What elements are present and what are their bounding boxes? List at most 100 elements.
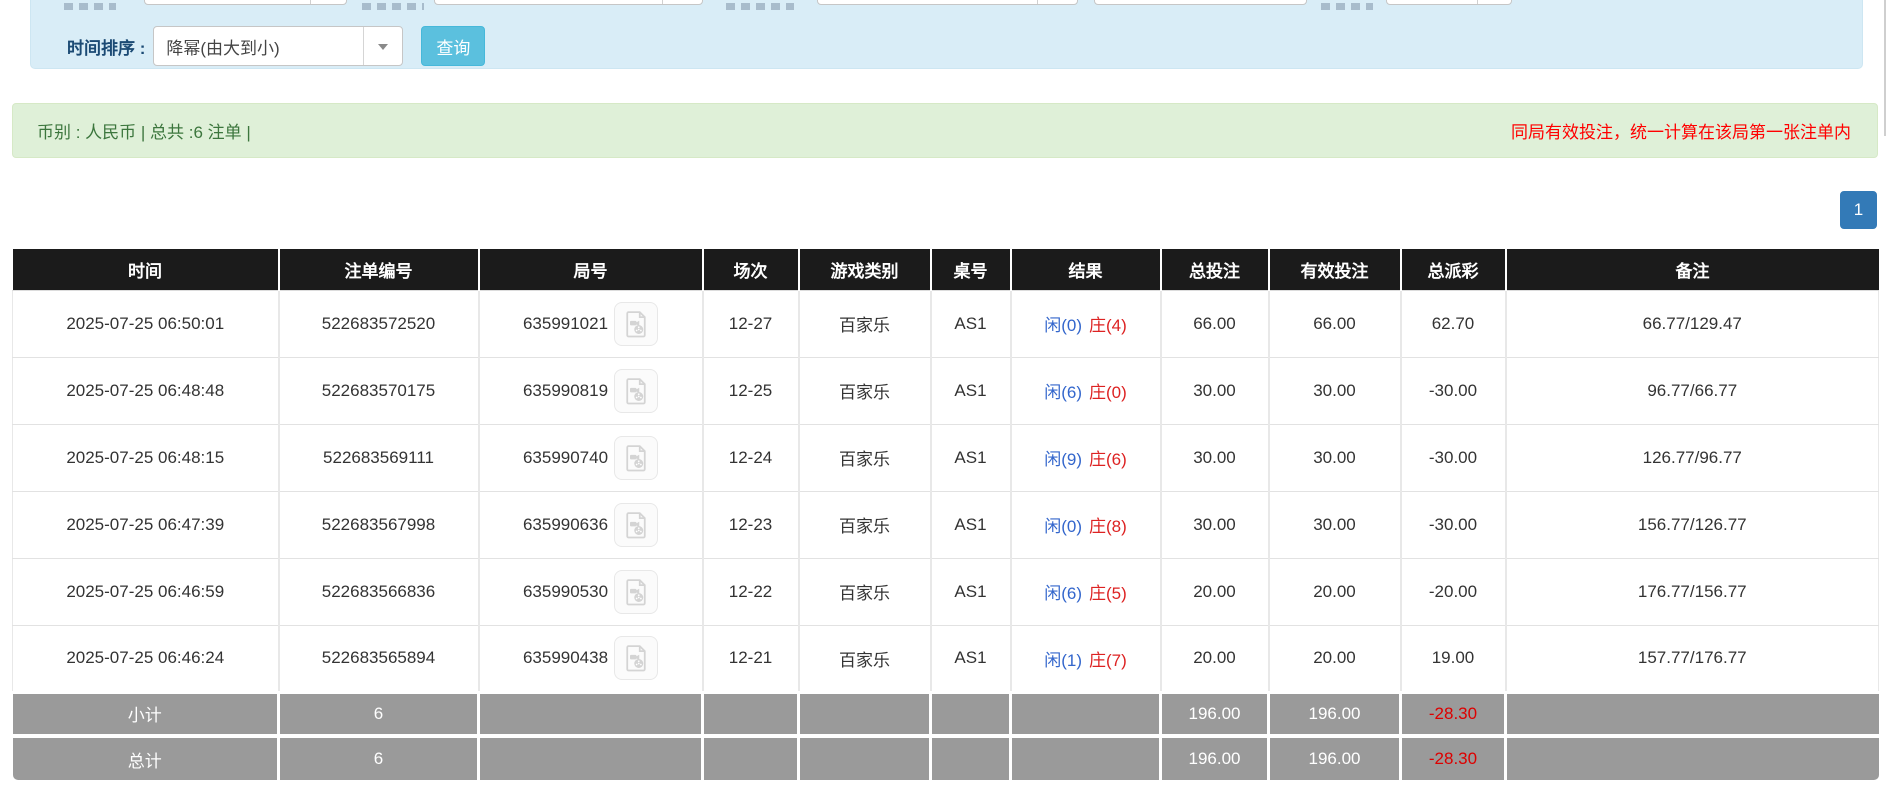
remark: 96.77/66.77 <box>1505 357 1879 425</box>
session: 12-21 <box>702 625 800 693</box>
cutoff-input-4[interactable] <box>1094 0 1307 5</box>
bet-time: 2025-07-25 06:46:59 <box>12 558 280 626</box>
result-banker: 庄(0) <box>1089 383 1127 402</box>
cutoff-input-2[interactable] <box>434 0 703 5</box>
table-row: 2025-07-25 06:47:39 522683567998 6359906… <box>12 491 1879 559</box>
table-no: AS1 <box>930 424 1012 492</box>
result-player: 闲(1) <box>1044 650 1082 670</box>
round-id: 635990819 <box>522 380 609 400</box>
subtotal-row: 小计 6 196.00 196.00 -28.30 <box>12 690 1879 736</box>
bet-time: 2025-07-25 06:48:48 <box>12 357 280 425</box>
total-total-bet: 196.00 <box>1160 734 1270 780</box>
result-player: 闲(6) <box>1044 584 1082 603</box>
col-round-id-header: 局号 <box>478 249 704 291</box>
select-divider <box>363 27 365 65</box>
result-cell: 闲(6) 庄(0) <box>1010 357 1162 425</box>
video-replay-button[interactable] <box>614 435 659 480</box>
bet-id: 522683566836 <box>278 558 480 626</box>
cutoff-field-label <box>1321 3 1373 10</box>
page-button-1[interactable]: 1 <box>1840 191 1877 229</box>
valid-bet: 30.00 <box>1268 424 1402 492</box>
video-file-icon <box>626 578 646 605</box>
total-bet[interactable]: 30.00 <box>1160 491 1270 559</box>
table-row: 2025-07-25 06:50:01 522683572520 6359910… <box>12 290 1879 358</box>
table-no: AS1 <box>930 357 1012 425</box>
result-cell: 闲(1) 庄(7) <box>1010 625 1162 693</box>
result-cell: 闲(6) 庄(5) <box>1010 558 1162 626</box>
table-no: AS1 <box>930 290 1012 358</box>
valid-bet: 30.00 <box>1268 357 1402 425</box>
game-type: 百家乐 <box>798 625 932 693</box>
scrollbar-track[interactable] <box>1884 0 1886 136</box>
table-row: 2025-07-25 06:46:59 522683566836 6359905… <box>12 558 1879 626</box>
game-type: 百家乐 <box>798 357 932 425</box>
table-row: 2025-07-25 06:46:24 522683565894 6359904… <box>12 625 1879 693</box>
subtotal-valid-bet: 196.00 <box>1268 690 1402 736</box>
total-valid-bet: 196.00 <box>1268 734 1402 780</box>
bet-id: 522683567998 <box>278 491 480 559</box>
summary-bar: 币别 : 人民币 | 总共 :6 注单 | 同局有效投注，统一计算在该局第一张注… <box>12 103 1878 158</box>
cutoff-input-1[interactable] <box>144 0 347 5</box>
session: 12-24 <box>702 424 800 492</box>
bet-id: 522683565894 <box>278 625 480 693</box>
video-file-icon <box>626 645 646 672</box>
session: 12-23 <box>702 491 800 559</box>
subtotal-count: 6 <box>278 690 480 736</box>
pagination: 1 <box>1840 191 1877 229</box>
total-bet[interactable]: 30.00 <box>1160 357 1270 425</box>
video-replay-button[interactable] <box>614 368 659 413</box>
game-type: 百家乐 <box>798 424 932 492</box>
result-banker: 庄(7) <box>1089 650 1127 670</box>
session: 12-25 <box>702 357 800 425</box>
valid-bet: 20.00 <box>1268 558 1402 626</box>
payout: -30.00 <box>1400 424 1507 492</box>
col-table-no-header: 桌号 <box>930 249 1012 291</box>
total-bet[interactable]: 20.00 <box>1160 558 1270 626</box>
cutoff-input-3[interactable] <box>817 0 1078 5</box>
payout: 19.00 <box>1400 625 1507 693</box>
filter-panel: 时间排序 : 降幂(由大到小) 查询 <box>30 0 1863 69</box>
table-header-row: 时间 注单编号 局号 场次 游戏类别 桌号 结果 总投注 有效投注 总派彩 备注 <box>12 249 1879 291</box>
sort-order-label: 时间排序 : <box>67 38 146 58</box>
table-row: 2025-07-25 06:48:15 522683569111 6359907… <box>12 424 1879 492</box>
remark: 126.77/96.77 <box>1505 424 1879 492</box>
video-replay-button[interactable] <box>614 502 659 547</box>
payout: -20.00 <box>1400 558 1507 626</box>
result-banker: 庄(8) <box>1089 517 1127 536</box>
total-row: 总计 6 196.00 196.00 -28.30 <box>12 734 1879 780</box>
bet-time: 2025-07-25 06:46:24 <box>12 625 280 693</box>
subtotal-label: 小计 <box>12 690 280 736</box>
payout: 62.70 <box>1400 290 1507 358</box>
total-count: 6 <box>278 734 480 780</box>
result-banker: 庄(5) <box>1089 584 1127 603</box>
subtotal-total-bet: 196.00 <box>1160 690 1270 736</box>
table-no: AS1 <box>930 625 1012 693</box>
total-bet[interactable]: 20.00 <box>1160 625 1270 693</box>
result-cell: 闲(9) 庄(6) <box>1010 424 1162 492</box>
round-id: 635990530 <box>522 581 609 601</box>
cutoff-input-5[interactable] <box>1386 0 1512 5</box>
cutoff-field-label <box>64 3 116 10</box>
game-type: 百家乐 <box>798 558 932 626</box>
result-player: 闲(6) <box>1044 383 1082 402</box>
video-replay-button[interactable] <box>614 636 659 680</box>
total-label: 总计 <box>12 734 280 780</box>
total-bet[interactable]: 30.00 <box>1160 424 1270 492</box>
remark: 176.77/156.77 <box>1505 558 1879 626</box>
result-player: 闲(9) <box>1044 450 1082 469</box>
col-session-header: 场次 <box>702 249 800 291</box>
result-cell: 闲(0) 庄(4) <box>1010 290 1162 358</box>
remark: 66.77/129.47 <box>1505 290 1879 358</box>
total-bet[interactable]: 66.00 <box>1160 290 1270 358</box>
round-id: 635990438 <box>522 648 609 667</box>
video-replay-button[interactable] <box>614 569 659 614</box>
video-replay-button[interactable] <box>614 301 659 346</box>
result-player: 闲(0) <box>1044 517 1082 536</box>
col-result-header: 结果 <box>1010 249 1162 291</box>
table-no: AS1 <box>930 491 1012 559</box>
sort-order-select[interactable]: 降幂(由大到小) <box>153 26 404 66</box>
bet-time: 2025-07-25 06:48:15 <box>12 424 280 492</box>
payout: -30.00 <box>1400 357 1507 425</box>
search-button[interactable]: 查询 <box>421 26 486 66</box>
round-id-cell: 635990636 <box>478 491 704 559</box>
